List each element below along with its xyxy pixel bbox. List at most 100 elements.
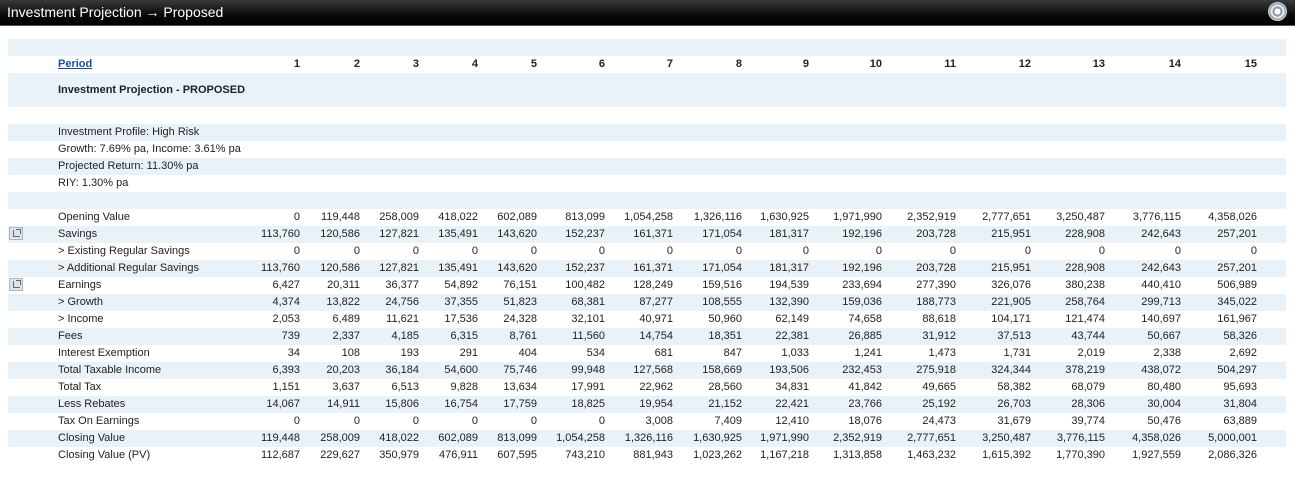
cell-value: 3,637 — [332, 381, 360, 393]
cell-value: 3,250,487 — [982, 432, 1031, 444]
cell-value: 54,600 — [444, 364, 478, 376]
cell-value: 14,754 — [639, 330, 673, 342]
cell-value: 140,697 — [1141, 313, 1181, 325]
cell-value: 161,371 — [633, 228, 673, 240]
cell-value: 228,908 — [1065, 228, 1105, 240]
gear-icon[interactable] — [1268, 2, 1287, 21]
cell-value: 152,237 — [565, 228, 605, 240]
cell-value: 607,595 — [497, 449, 537, 461]
cell-value: 229,627 — [320, 449, 360, 461]
cell-value: 158,669 — [702, 364, 742, 376]
cell-value: 3,776,115 — [1056, 432, 1105, 444]
profile-risk: Investment Profile: High Risk — [58, 126, 200, 138]
cell-value: 1,473 — [928, 347, 956, 359]
cell-value: 26,885 — [848, 330, 882, 342]
cell-value: 258,009 — [320, 432, 360, 444]
cell-value: 2,352,919 — [833, 432, 882, 444]
cell-value: 31,912 — [922, 330, 956, 342]
cell-value: 50,960 — [708, 313, 742, 325]
cell-value: 25,192 — [922, 398, 956, 410]
period-number: 13 — [1092, 58, 1105, 70]
row-label: Closing Value (PV) — [58, 449, 151, 461]
cell-value: 13,822 — [326, 296, 360, 308]
row-label: > Growth — [58, 296, 103, 308]
cell-value: 17,991 — [571, 381, 605, 393]
cell-value: 132,390 — [769, 296, 809, 308]
cell-value: 41,842 — [848, 381, 882, 393]
cell-value: 193 — [400, 347, 419, 359]
table-row: > Income 2,053 6,489 11,621 17,536 24,328 32,1… — [8, 311, 1286, 328]
cell-value: 291 — [459, 347, 478, 359]
cell-value: 80,480 — [1147, 381, 1181, 393]
cell-value: 6,315 — [450, 330, 478, 342]
cell-value: 54,892 — [444, 279, 478, 291]
cell-value: 108 — [341, 347, 360, 359]
window-title: Investment Projection → Proposed — [7, 4, 224, 20]
period-link[interactable]: Period — [58, 58, 93, 70]
expand-icon[interactable] — [9, 278, 23, 291]
table-row: Fees 739 2,337 4,185 6,315 8,761 11,560 14,754 1… — [8, 328, 1286, 345]
cell-value: 0 — [530, 415, 537, 427]
period-number: 11 — [944, 58, 956, 70]
cell-value: 188,773 — [916, 296, 956, 308]
cell-value: 221,905 — [991, 296, 1031, 308]
cell-value: 9,828 — [450, 381, 478, 393]
cell-value: 0 — [666, 245, 673, 257]
period-number: 3 — [412, 58, 419, 70]
cell-value: 20,311 — [327, 279, 360, 291]
cell-value: 100,482 — [565, 279, 605, 291]
cell-value: 3,250,487 — [1056, 211, 1105, 223]
cell-value: 4,358,026 — [1208, 211, 1257, 223]
cell-value: 20,203 — [326, 364, 360, 376]
cell-value: 5,000,001 — [1208, 432, 1257, 444]
cell-value: 120,586 — [320, 262, 360, 274]
period-header-row: Period 1 2 3 4 5 6 7 8 9 10 11 12 13 14 15 — [8, 56, 1286, 73]
cell-value: 31,679 — [997, 415, 1031, 427]
cell-value: 739 — [281, 330, 300, 342]
cell-value: 438,072 — [1141, 364, 1181, 376]
cell-value: 203,728 — [916, 262, 956, 274]
cell-value: 88,618 — [922, 313, 956, 325]
cell-value: 257,201 — [1217, 228, 1257, 240]
cell-value: 2,777,651 — [982, 211, 1031, 223]
cell-value: 1,927,559 — [1132, 449, 1181, 461]
cell-value: 275,918 — [916, 364, 956, 376]
cell-value: 192,196 — [842, 262, 882, 274]
cell-value: 30,004 — [1147, 398, 1181, 410]
cell-value: 228,908 — [1065, 262, 1105, 274]
cell-value: 68,381 — [571, 296, 605, 308]
cell-value: 152,237 — [565, 262, 605, 274]
period-number: 6 — [598, 58, 605, 70]
period-number: 15 — [1244, 58, 1257, 70]
cell-value: 24,328 — [503, 313, 537, 325]
cell-value: 40,971 — [639, 313, 673, 325]
cell-value: 8,761 — [509, 330, 537, 342]
cell-value: 112,687 — [261, 449, 300, 461]
cell-value: 74,658 — [848, 313, 882, 325]
cell-value: 104,171 — [991, 313, 1031, 325]
cell-value: 63,889 — [1223, 415, 1257, 427]
cell-value: 534 — [586, 347, 605, 359]
cell-value: 1,326,116 — [624, 432, 673, 444]
cell-value: 3,776,115 — [1132, 211, 1181, 223]
period-number: 1 — [293, 58, 300, 70]
cell-value: 602,089 — [438, 432, 478, 444]
cell-value: 1,971,990 — [760, 432, 809, 444]
cell-value: 28,560 — [708, 381, 742, 393]
expand-icon[interactable] — [9, 227, 23, 240]
cell-value: 119,448 — [321, 211, 360, 223]
cell-value: 113,760 — [261, 262, 300, 274]
period-number: 12 — [1018, 58, 1031, 70]
row-label: > Existing Regular Savings — [58, 245, 190, 257]
cell-value: 24,473 — [922, 415, 956, 427]
cell-value: 36,377 — [385, 279, 419, 291]
cell-value: 50,476 — [1147, 415, 1181, 427]
cell-value: 440,410 — [1141, 279, 1181, 291]
cell-value: 15,806 — [385, 398, 419, 410]
cell-value: 28,306 — [1071, 398, 1105, 410]
row-label: Fees — [58, 330, 83, 342]
profile-growth-income: Growth: 7.69% pa, Income: 3.61% pa — [58, 143, 241, 155]
cell-value: 0 — [598, 245, 605, 257]
cell-value: 171,054 — [702, 228, 742, 240]
cell-value: 2,352,919 — [907, 211, 956, 223]
